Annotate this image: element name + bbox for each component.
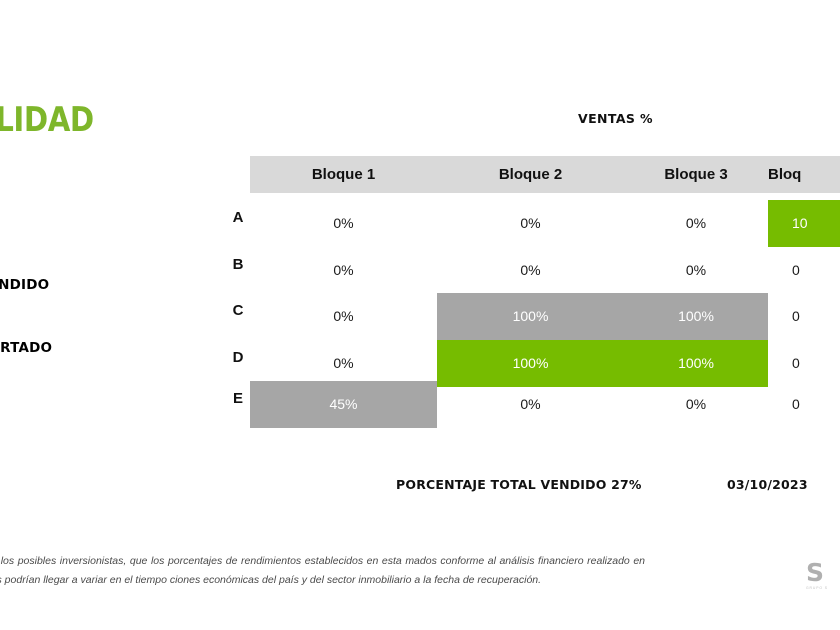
legend-item-vendido: VENDIDO — [0, 277, 50, 293]
table-column-header: Bloque 3 — [664, 166, 728, 183]
table-cell: 100% — [512, 355, 549, 371]
table-cell-fill — [624, 340, 768, 387]
table-cell: 0% — [333, 215, 354, 231]
legend-item-apartado: APARTADO — [0, 340, 53, 356]
table-cell-fill — [250, 381, 437, 428]
total-sold-label: PORCENTAJE TOTAL VENDIDO 27% — [396, 477, 642, 492]
table-row-label: D — [232, 349, 244, 366]
table-row-label: C — [232, 302, 244, 319]
table-cell: 45% — [329, 396, 358, 412]
table-cell-fill — [437, 293, 624, 340]
table-cell-fill — [437, 340, 624, 387]
table-column-header: Bloq — [768, 166, 802, 183]
availability-table: Bloque 1 Bloque 2 Bloque 3 Bloq A B C D E 0% 0% 0% 1… — [212, 156, 840, 428]
table-cell: 0 — [792, 308, 800, 324]
logo-mark: S — [806, 558, 824, 587]
company-logo: S GRUPO S — [806, 560, 840, 594]
table-row-label: E — [232, 390, 243, 407]
table-cell: 0% — [685, 396, 707, 412]
table-cell: 0% — [685, 215, 707, 231]
table-cell-fill — [768, 200, 840, 247]
table-cell: 0 — [792, 396, 800, 412]
table-row-label: B — [232, 256, 244, 273]
table-header-band — [250, 156, 840, 193]
table-cell: 100% — [678, 308, 714, 324]
table-cell: 0% — [333, 262, 354, 278]
table-cell-fill — [624, 293, 768, 340]
table-cell: 100% — [512, 308, 549, 324]
table-cell: 0% — [333, 308, 354, 324]
table-cell: 0% — [333, 355, 354, 371]
table-row-label: A — [232, 209, 244, 226]
table-cell: 0% — [520, 396, 541, 412]
page-title: ONIBILIDAD — [0, 100, 94, 140]
table-cell: 0% — [685, 262, 707, 278]
ventas-caption: VENTAS % — [578, 111, 653, 126]
table-cell: 0% — [520, 215, 541, 231]
report-date: 03/10/2023 — [727, 477, 808, 492]
disclaimer-text: C.V., hace del conocimiento de los posib… — [0, 555, 645, 586]
table-cell: 0 — [792, 262, 800, 278]
table-cell: 0 — [792, 355, 800, 371]
table-cell: 10 — [792, 215, 808, 231]
table-column-header: Bloque 1 — [311, 166, 376, 183]
table-column-header: Bloque 2 — [498, 166, 563, 183]
table-cell: 0% — [520, 262, 541, 278]
logo-subtext: GRUPO S — [806, 586, 828, 590]
table-cell: 100% — [678, 355, 714, 371]
